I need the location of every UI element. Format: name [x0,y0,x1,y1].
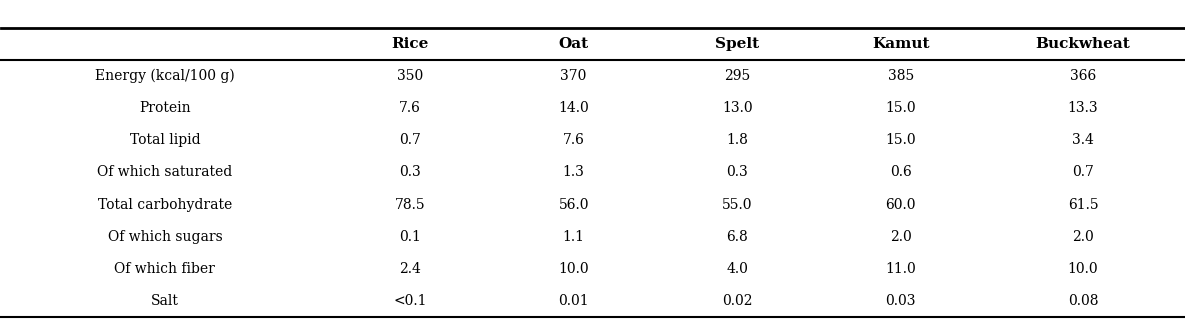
Text: Oat: Oat [558,37,589,51]
Text: 295: 295 [724,69,750,83]
Text: 61.5: 61.5 [1068,198,1098,212]
Text: 1.1: 1.1 [563,230,584,244]
Text: 350: 350 [397,69,423,83]
Text: Salt: Salt [150,294,179,308]
Text: 60.0: 60.0 [885,198,916,212]
Text: 13.0: 13.0 [722,101,752,115]
Text: 0.3: 0.3 [726,165,748,180]
Text: 0.01: 0.01 [558,294,589,308]
Text: 15.0: 15.0 [885,133,916,147]
Text: 10.0: 10.0 [558,262,589,276]
Text: 385: 385 [888,69,914,83]
Text: 3.4: 3.4 [1072,133,1094,147]
Text: Kamut: Kamut [872,37,929,51]
Text: 0.02: 0.02 [722,294,752,308]
Text: 0.3: 0.3 [399,165,421,180]
Text: Energy (kcal/100 g): Energy (kcal/100 g) [95,69,235,83]
Text: 0.03: 0.03 [885,294,916,308]
Text: Total lipid: Total lipid [129,133,200,147]
Text: 55.0: 55.0 [722,198,752,212]
Text: Spelt: Spelt [715,37,760,51]
Text: 370: 370 [561,69,587,83]
Text: Of which fiber: Of which fiber [115,262,216,276]
Text: 7.6: 7.6 [563,133,584,147]
Text: 0.7: 0.7 [399,133,421,147]
Text: 2.4: 2.4 [399,262,421,276]
Text: Buckwheat: Buckwheat [1036,37,1130,51]
Text: Protein: Protein [139,101,191,115]
Text: 1.8: 1.8 [726,133,748,147]
Text: 7.6: 7.6 [399,101,421,115]
Text: 6.8: 6.8 [726,230,748,244]
Text: Rice: Rice [391,37,429,51]
Text: Of which saturated: Of which saturated [97,165,232,180]
Text: Of which sugars: Of which sugars [108,230,223,244]
Text: 0.7: 0.7 [1072,165,1094,180]
Text: 2.0: 2.0 [1072,230,1094,244]
Text: 2.0: 2.0 [890,230,911,244]
Text: 0.08: 0.08 [1068,294,1098,308]
Text: 0.6: 0.6 [890,165,911,180]
Text: 14.0: 14.0 [558,101,589,115]
Text: 10.0: 10.0 [1068,262,1098,276]
Text: 15.0: 15.0 [885,101,916,115]
Text: <0.1: <0.1 [393,294,427,308]
Text: 4.0: 4.0 [726,262,748,276]
Text: 0.1: 0.1 [399,230,421,244]
Text: Total carbohydrate: Total carbohydrate [98,198,232,212]
Text: 56.0: 56.0 [558,198,589,212]
Text: 13.3: 13.3 [1068,101,1098,115]
Text: 366: 366 [1070,69,1096,83]
Text: 1.3: 1.3 [563,165,584,180]
Text: 78.5: 78.5 [395,198,425,212]
Text: 11.0: 11.0 [885,262,916,276]
